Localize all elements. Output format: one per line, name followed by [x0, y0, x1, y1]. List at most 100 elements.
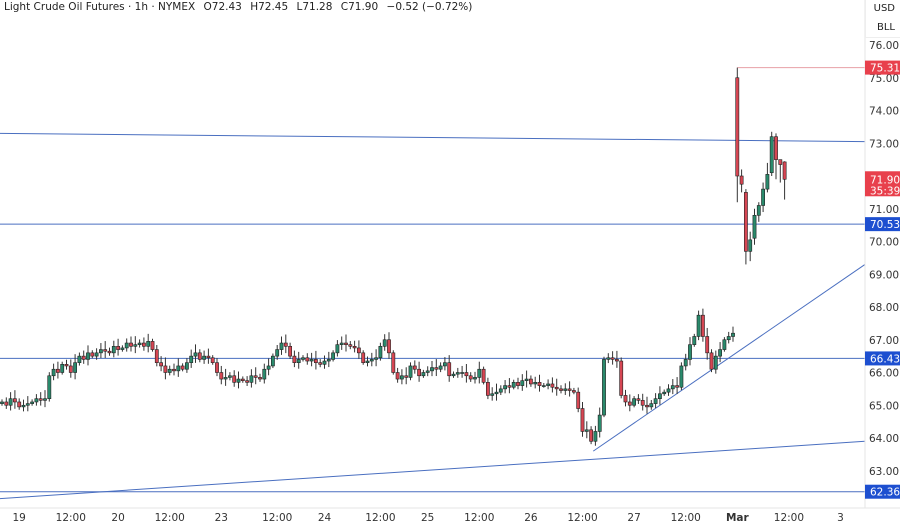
- candle: [0, 399, 4, 406]
- candle: [378, 342, 383, 361]
- candle: [447, 355, 452, 382]
- candle-body-up: [722, 339, 727, 350]
- ohlc-low: L71.28: [296, 1, 333, 13]
- candle-body-down: [283, 342, 288, 347]
- candle-body-up: [769, 136, 774, 174]
- candle: [537, 374, 542, 392]
- candle-body-up: [541, 385, 546, 387]
- price-tick-label: 71.00: [869, 204, 899, 216]
- price-tick-label: 73.00: [869, 138, 899, 150]
- candle: [142, 337, 146, 351]
- candle-body-down: [215, 362, 219, 373]
- candle: [210, 355, 215, 365]
- candle-body-up: [520, 380, 525, 386]
- candle-body-down: [356, 347, 361, 354]
- candle-body-up: [761, 188, 766, 206]
- candle: [645, 396, 649, 414]
- price-axis[interactable]: 76.00 75.00 74.00 73.00 71.00 70.00 69.00 68.00…: [869, 40, 899, 478]
- currency-unit-box[interactable]: USD BLL: [865, 0, 900, 38]
- candle: [494, 383, 499, 401]
- candle: [434, 359, 439, 377]
- candle: [129, 336, 133, 352]
- candle-body-up: [51, 368, 56, 377]
- candle-body-down: [468, 375, 473, 380]
- candle: [382, 334, 387, 351]
- candle: [51, 363, 56, 381]
- time-tick-label: 25: [421, 512, 434, 524]
- candle-body-up: [666, 388, 671, 393]
- candle-body-down: [305, 357, 310, 362]
- candle: [516, 377, 520, 390]
- candle: [473, 371, 477, 384]
- candle-body-down: [55, 368, 60, 373]
- candle-body-down: [554, 386, 559, 390]
- time-tick-label: 19: [13, 512, 26, 524]
- candle: [404, 367, 409, 385]
- time-tick-label: 12:00: [56, 512, 86, 524]
- candle-body-down: [68, 365, 73, 373]
- candle: [481, 366, 486, 385]
- candle-body-up: [399, 375, 404, 380]
- candle-body-down: [352, 345, 357, 349]
- candle: [752, 208, 757, 245]
- candle: [249, 369, 254, 388]
- candle-body-down: [735, 77, 740, 177]
- candle-body-down: [361, 352, 366, 363]
- price-label-bg: [865, 217, 900, 232]
- candle: [675, 377, 680, 395]
- candle-body-up: [0, 401, 4, 404]
- candle-body-down: [589, 429, 594, 442]
- candle: [262, 363, 267, 384]
- candle: [34, 394, 39, 406]
- candle: [352, 340, 357, 353]
- candle: [417, 361, 422, 382]
- candle-body-up: [679, 365, 684, 388]
- candle: [550, 377, 555, 393]
- candle-body-down: [627, 401, 632, 406]
- candle: [8, 392, 13, 411]
- candle-body-up: [236, 378, 241, 383]
- trend-line: [592, 264, 866, 452]
- candle-body-up: [382, 339, 387, 347]
- price-tick-label: 65.00: [869, 400, 899, 412]
- candle-body-up: [77, 355, 82, 363]
- price-label-text: 66.43: [870, 353, 900, 365]
- candle: [606, 353, 611, 364]
- candle: [692, 333, 697, 347]
- candle-body-down: [675, 385, 680, 388]
- price-label-bg: [865, 484, 900, 499]
- drawing-layer: [0, 67, 866, 500]
- candle: [103, 341, 108, 359]
- candle: [468, 372, 473, 382]
- price-tick-label: 64.00: [869, 433, 899, 445]
- time-tick-label: 26: [524, 512, 538, 524]
- candle: [511, 379, 516, 390]
- price-tick-label: 76.00: [869, 40, 899, 52]
- candle: [296, 351, 301, 369]
- candle: [632, 396, 637, 408]
- candle-body-up: [111, 345, 116, 354]
- symbol-title[interactable]: Light Crude Oil Futures · 1h · NYMEX: [4, 1, 196, 13]
- currency-label[interactable]: USD: [873, 3, 895, 14]
- candle-body-up: [490, 393, 495, 396]
- candle-body-up: [296, 359, 301, 363]
- candle-body-down: [253, 375, 258, 378]
- candle: [77, 352, 82, 366]
- candle-body-up: [408, 365, 413, 378]
- candle-body-up: [597, 414, 602, 432]
- candle-body-up: [460, 372, 465, 374]
- candle-body-up: [94, 352, 99, 357]
- candle-body-down: [172, 368, 176, 372]
- candle-body-up: [546, 383, 551, 386]
- time-axis[interactable]: 19 12:00 20 12:00 23 12:00 24 12:00 25 12:00 26 12:…: [13, 512, 844, 524]
- time-tick-label: 24: [318, 512, 332, 524]
- price-tick-label: 67.00: [869, 335, 899, 347]
- candle: [206, 348, 211, 364]
- time-tick-label: 12:00: [365, 512, 395, 524]
- candle-body-down: [154, 349, 159, 363]
- candle: [356, 340, 361, 359]
- unit-label[interactable]: BLL: [876, 22, 895, 33]
- candle: [718, 342, 723, 363]
- candle-body-up: [124, 342, 129, 349]
